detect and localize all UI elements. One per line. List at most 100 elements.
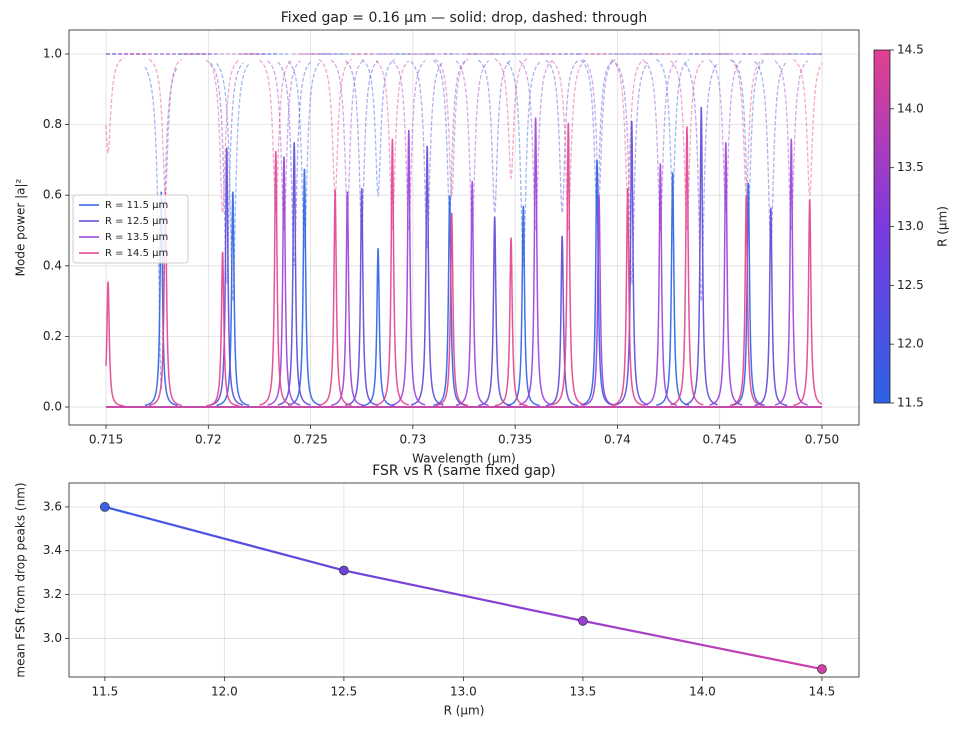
drop-peak (478, 216, 512, 407)
through-dip (344, 60, 379, 231)
through-dip (205, 59, 240, 214)
drop-peak (259, 151, 293, 406)
drop-peak (287, 168, 321, 406)
x-tick-label: 14.5 (809, 685, 836, 699)
legend-box (72, 194, 189, 264)
through-dip (277, 61, 312, 266)
through-dip (434, 58, 469, 198)
through-dip (518, 60, 553, 231)
drop-peak (330, 191, 364, 407)
drop-peak (729, 195, 763, 407)
x-tick-label: 13.5 (570, 685, 597, 699)
x-axis-label: R (µm) (444, 704, 485, 718)
chart-title: FSR vs R (same fixed gap) (372, 463, 556, 479)
y-axis-label: mean FSR from drop peaks (nm) (14, 482, 28, 677)
x-tick-label: 11.5 (91, 685, 118, 699)
through-dip (774, 60, 809, 231)
through-dip (670, 60, 704, 231)
through-dip (709, 59, 743, 214)
drop-peak (361, 248, 395, 407)
point (339, 565, 349, 576)
drop-peak (375, 138, 409, 406)
drop-peak (144, 191, 178, 407)
through-dip (643, 60, 678, 231)
y-tick-label: 0.4 (43, 258, 62, 272)
plot-area (105, 53, 823, 408)
drop-peak (345, 188, 379, 407)
through-dip (148, 58, 183, 198)
drop-peak (216, 191, 250, 407)
drop-peak (615, 121, 649, 406)
drop-peak (582, 195, 616, 407)
drop-peak (611, 188, 645, 407)
x-tick-label: 0.745 (703, 433, 737, 447)
y-tick-label: 1.0 (43, 47, 62, 61)
y-axis-label: Mode power |a|² (14, 178, 28, 276)
x-tick-label: 12.5 (331, 685, 358, 699)
through-dip (545, 59, 579, 214)
drop-peak (754, 207, 788, 407)
colorbar (873, 49, 891, 404)
through-dip (361, 58, 395, 198)
drop-peak (551, 122, 585, 406)
legend-label: R = 14.5 µm (105, 248, 168, 259)
drop-peak (455, 181, 489, 407)
colorbar-tick-label: 11.5 (897, 396, 924, 410)
through-dip (580, 59, 614, 214)
colorbar-tick-label: 14.0 (897, 101, 924, 115)
through-dip (684, 63, 719, 302)
through-dip (551, 60, 586, 231)
colorbar-tick-label: 13.0 (897, 219, 924, 233)
through-dip (506, 61, 541, 266)
through-dip (614, 62, 649, 284)
through-dip (494, 58, 528, 180)
through-dip (391, 60, 426, 231)
through-dip (375, 60, 410, 231)
drop-peak (392, 129, 426, 406)
point (100, 502, 110, 512)
point (817, 664, 827, 674)
axes-frame (68, 29, 860, 426)
x-tick-label: 0.725 (293, 433, 327, 447)
y-tick-label: 0.2 (43, 329, 62, 343)
through-dip (287, 60, 322, 249)
through-dip (731, 59, 766, 214)
through-dip (477, 59, 512, 214)
colorbar-tick-label: 12.0 (897, 337, 924, 351)
x-tick-label: 0.715 (89, 433, 123, 447)
chart-title: Fixed gap = 0.16 µm — solid: drop, dashe… (281, 10, 647, 26)
drop-peak (277, 142, 311, 406)
through-dip (209, 62, 244, 284)
x-tick-label: 0.73 (400, 433, 427, 447)
through-dip (330, 59, 365, 214)
drop-peak (545, 235, 579, 407)
line (104, 505, 823, 671)
through-dip (432, 59, 467, 214)
y-tick-label: 0.6 (43, 188, 62, 202)
y-tick-label: 0.8 (43, 117, 62, 131)
colorbar-label: R (µm) (936, 206, 950, 247)
drop-peak (643, 163, 677, 406)
axes-frame (68, 482, 860, 678)
through-dip (610, 58, 645, 198)
drop-peak (210, 147, 244, 406)
colorbar-tick-label: 14.5 (897, 43, 924, 57)
drop-peak (435, 212, 469, 407)
drop-peak (684, 106, 718, 406)
legend: R = 11.5 µm R = 12.5 µm R = 13.5 µm R = 14.… (72, 194, 189, 264)
through-dip (215, 63, 250, 302)
x-tick-label: 14.0 (689, 685, 716, 699)
x-tick-label: 0.72 (195, 433, 222, 447)
drop-peak (519, 117, 553, 406)
drop-peak (709, 142, 743, 406)
y-tick-label: 0.0 (43, 399, 62, 413)
drop-peak (670, 126, 704, 406)
through-dip (455, 60, 489, 231)
x-tick-label: 0.750 (805, 433, 839, 447)
through-dip (410, 60, 444, 249)
x-axis-label: Wavelength (µm) (412, 452, 516, 466)
y-tick-label: 3.2 (43, 587, 62, 601)
drop-peak (318, 189, 352, 407)
through-dip (144, 66, 179, 390)
x-tick-label: 0.74 (604, 433, 631, 447)
